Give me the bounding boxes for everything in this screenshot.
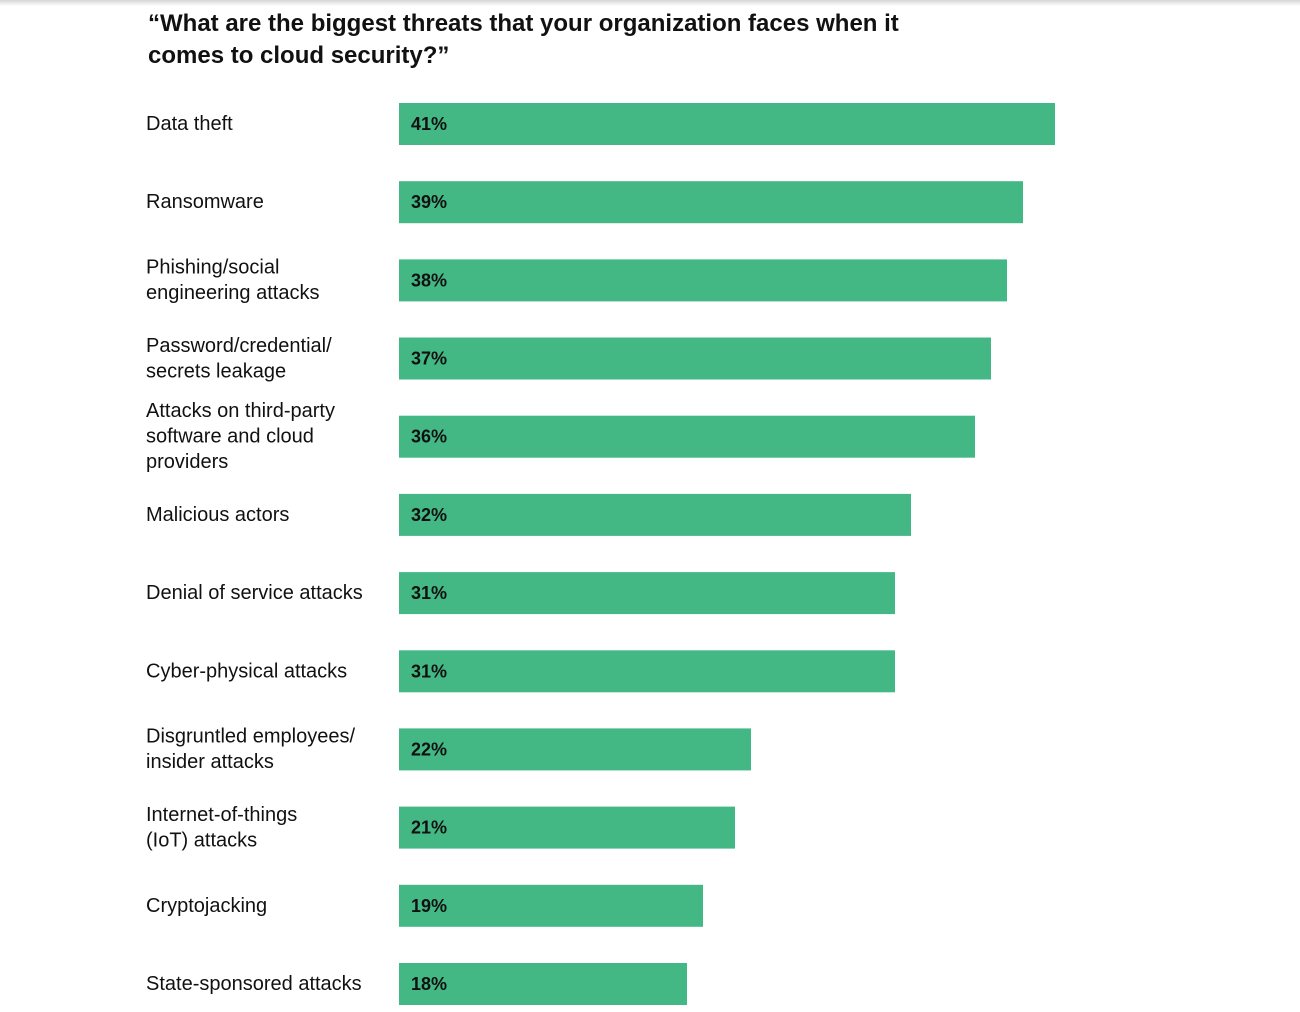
- bar-11: [399, 884, 703, 927]
- category-label-line: insider attacks: [146, 751, 274, 773]
- category-label: Phishing/social engineering attacks: [146, 257, 319, 305]
- category-label: Ransomware: [146, 191, 264, 213]
- bar-4: [399, 337, 991, 380]
- category-label: Disgruntled employees/insider attacks: [146, 726, 355, 774]
- category-label-line: (IoT) attacks: [146, 829, 257, 851]
- bar-6: [399, 493, 911, 536]
- bar-9: [399, 728, 751, 771]
- category-label: Password/credential/secrets leakage: [146, 335, 332, 383]
- category-label-line: Disgruntled employees/: [146, 726, 355, 748]
- bar-value-label: 36%: [411, 427, 447, 447]
- category-label-line: secrets leakage: [146, 360, 286, 382]
- bar-value-label: 37%: [411, 349, 447, 369]
- bar-value-label: 22%: [411, 739, 447, 759]
- bar-2: [399, 181, 1023, 224]
- bar-10: [399, 806, 735, 849]
- category-label-line: providers: [146, 451, 228, 473]
- category-label-line: State-sponsored attacks: [146, 973, 362, 995]
- category-label: Cyber-physical attacks: [146, 660, 347, 682]
- bar-value-label: 31%: [411, 661, 447, 681]
- category-label-line: software and cloud: [146, 426, 314, 448]
- bar-5: [399, 415, 975, 458]
- category-label: Denial of service attacks: [146, 582, 363, 604]
- category-label-line: engineering attacks: [146, 282, 319, 304]
- category-label: Cryptojacking: [146, 895, 267, 917]
- bar-8: [399, 650, 895, 693]
- bar-value-label: 38%: [411, 270, 447, 290]
- category-label: State-sponsored attacks: [146, 973, 362, 995]
- category-label-line: Attacks on third-party: [146, 400, 335, 422]
- category-label-line: Data theft: [146, 113, 233, 135]
- category-label-line: Ransomware: [146, 191, 264, 213]
- category-label-line: Denial of service attacks: [146, 582, 363, 604]
- bar-1: [399, 103, 1055, 145]
- chart-title: “What are the biggest threats that your …: [148, 10, 899, 69]
- bar-value-label: 19%: [411, 896, 447, 916]
- category-label-line: Internet-of-things: [146, 804, 297, 826]
- category-label-line: Malicious actors: [146, 504, 289, 526]
- bar-value-label: 41%: [411, 114, 447, 134]
- bar-value-label: 21%: [411, 818, 447, 838]
- category-label-line: Password/credential/: [146, 335, 332, 357]
- bar-12: [399, 963, 687, 1005]
- category-label-line: Phishing/social: [146, 257, 279, 279]
- bar-3: [399, 259, 1007, 302]
- bar-7: [399, 572, 895, 615]
- bar-value-label: 39%: [411, 192, 447, 212]
- category-label: Attacks on third-party software and cloud…: [146, 400, 335, 473]
- category-label: Internet-of-things (IoT) attacks: [146, 804, 297, 852]
- top-shadow: [0, 0, 1300, 6]
- category-label: Malicious actors: [146, 504, 289, 526]
- bar-value-label: 18%: [411, 974, 447, 994]
- bar-value-label: 32%: [411, 505, 447, 525]
- category-label-line: Cryptojacking: [146, 895, 267, 917]
- category-label: Data theft: [146, 113, 233, 135]
- bar-value-label: 31%: [411, 583, 447, 603]
- category-label-line: Cyber-physical attacks: [146, 660, 347, 682]
